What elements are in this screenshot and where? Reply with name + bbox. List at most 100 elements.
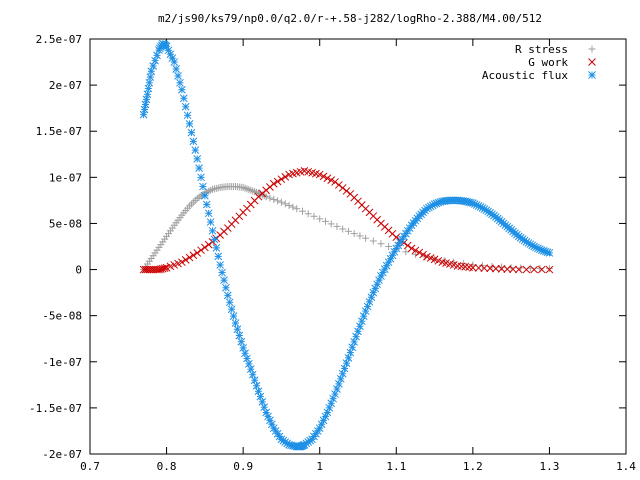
data-point xyxy=(161,235,169,243)
data-point xyxy=(321,217,329,225)
data-point xyxy=(474,264,483,272)
data-point xyxy=(304,210,312,218)
data-point xyxy=(356,232,364,240)
y-tick-label: -1.5e-07 xyxy=(29,402,82,415)
data-point xyxy=(172,65,180,73)
data-point xyxy=(254,387,263,396)
data-point xyxy=(421,206,429,215)
data-point xyxy=(193,249,202,257)
data-point xyxy=(403,241,412,250)
data-point xyxy=(201,243,209,252)
legend-label: G work xyxy=(528,56,568,69)
data-point xyxy=(248,370,257,379)
data-point xyxy=(239,344,247,352)
data-point xyxy=(245,186,253,194)
data-point xyxy=(145,257,153,265)
data-point xyxy=(185,253,194,262)
legend-label: R stress xyxy=(515,43,568,56)
data-point xyxy=(179,94,188,103)
data-point xyxy=(340,364,349,373)
data-point xyxy=(237,183,245,191)
data-point xyxy=(377,240,385,248)
data-point xyxy=(189,198,197,206)
data-point xyxy=(459,260,467,268)
data-point xyxy=(223,291,232,300)
y-tick-label: -5e-08 xyxy=(42,310,82,323)
y-tick-label: 1.5e-07 xyxy=(36,125,82,138)
data-point xyxy=(344,354,353,362)
series-r-stress xyxy=(140,183,553,274)
data-point xyxy=(266,183,274,191)
data-point xyxy=(189,251,198,260)
data-point xyxy=(273,177,282,186)
data-point xyxy=(313,427,322,435)
y-tick-label: -1e-07 xyxy=(42,356,82,369)
data-point xyxy=(369,237,377,245)
data-point xyxy=(256,392,265,401)
data-point xyxy=(327,220,335,228)
data-point xyxy=(178,85,186,94)
data-point xyxy=(545,265,554,274)
x-tick-label: 0.9 xyxy=(233,460,253,473)
data-point xyxy=(252,381,261,390)
data-point xyxy=(141,265,150,274)
data-point xyxy=(181,256,190,264)
data-point xyxy=(197,173,205,182)
data-point xyxy=(277,175,286,184)
data-point xyxy=(333,222,341,230)
data-point xyxy=(187,128,196,137)
data-point xyxy=(335,380,343,388)
data-point xyxy=(490,211,498,220)
data-point xyxy=(218,268,226,277)
data-point xyxy=(140,105,149,114)
data-point xyxy=(482,206,491,215)
data-point xyxy=(509,265,517,274)
data-point xyxy=(323,174,332,183)
data-point xyxy=(338,184,347,192)
data-point xyxy=(335,181,343,189)
data-point xyxy=(503,265,512,273)
data-point xyxy=(298,207,306,215)
data-point xyxy=(419,250,427,259)
data-point xyxy=(312,169,320,178)
data-point xyxy=(139,110,148,119)
data-point xyxy=(342,187,351,195)
data-point xyxy=(220,227,228,236)
data-point xyxy=(149,62,158,70)
data-point xyxy=(195,164,203,172)
data-point xyxy=(514,265,523,274)
data-point xyxy=(212,244,221,252)
data-point xyxy=(398,235,406,244)
x-tick-label: 1 xyxy=(316,460,323,473)
data-point xyxy=(268,420,276,429)
data-point xyxy=(289,203,297,211)
data-point xyxy=(143,265,152,274)
data-point xyxy=(352,332,360,341)
data-point xyxy=(216,261,225,269)
data-point xyxy=(530,265,538,274)
data-point xyxy=(362,234,370,242)
data-point xyxy=(293,205,301,213)
data-point xyxy=(246,365,255,374)
y-tick-label: 2e-07 xyxy=(49,79,82,92)
x-tick-label: 1.4 xyxy=(616,460,636,473)
data-point xyxy=(266,194,274,202)
legend-label: Acoustic flux xyxy=(482,69,568,82)
data-point xyxy=(146,73,155,81)
data-point xyxy=(241,349,249,358)
chart-title: m2/js90/ks79/np0.0/q2.0/r-+.58-j282/logR… xyxy=(158,12,542,25)
data-point xyxy=(260,403,269,412)
data-point xyxy=(153,51,161,60)
data-point xyxy=(245,359,253,368)
data-point xyxy=(168,224,176,232)
data-point xyxy=(545,265,553,273)
data-point xyxy=(168,54,177,62)
data-point xyxy=(331,178,339,186)
data-point xyxy=(202,200,211,209)
data-point xyxy=(296,167,305,176)
y-tick-label: 5e-08 xyxy=(49,217,82,230)
data-point xyxy=(176,214,184,222)
data-point xyxy=(348,343,357,352)
data-point xyxy=(153,246,161,254)
